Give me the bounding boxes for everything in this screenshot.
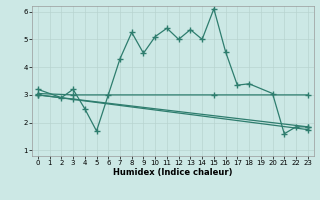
X-axis label: Humidex (Indice chaleur): Humidex (Indice chaleur) [113,168,233,177]
